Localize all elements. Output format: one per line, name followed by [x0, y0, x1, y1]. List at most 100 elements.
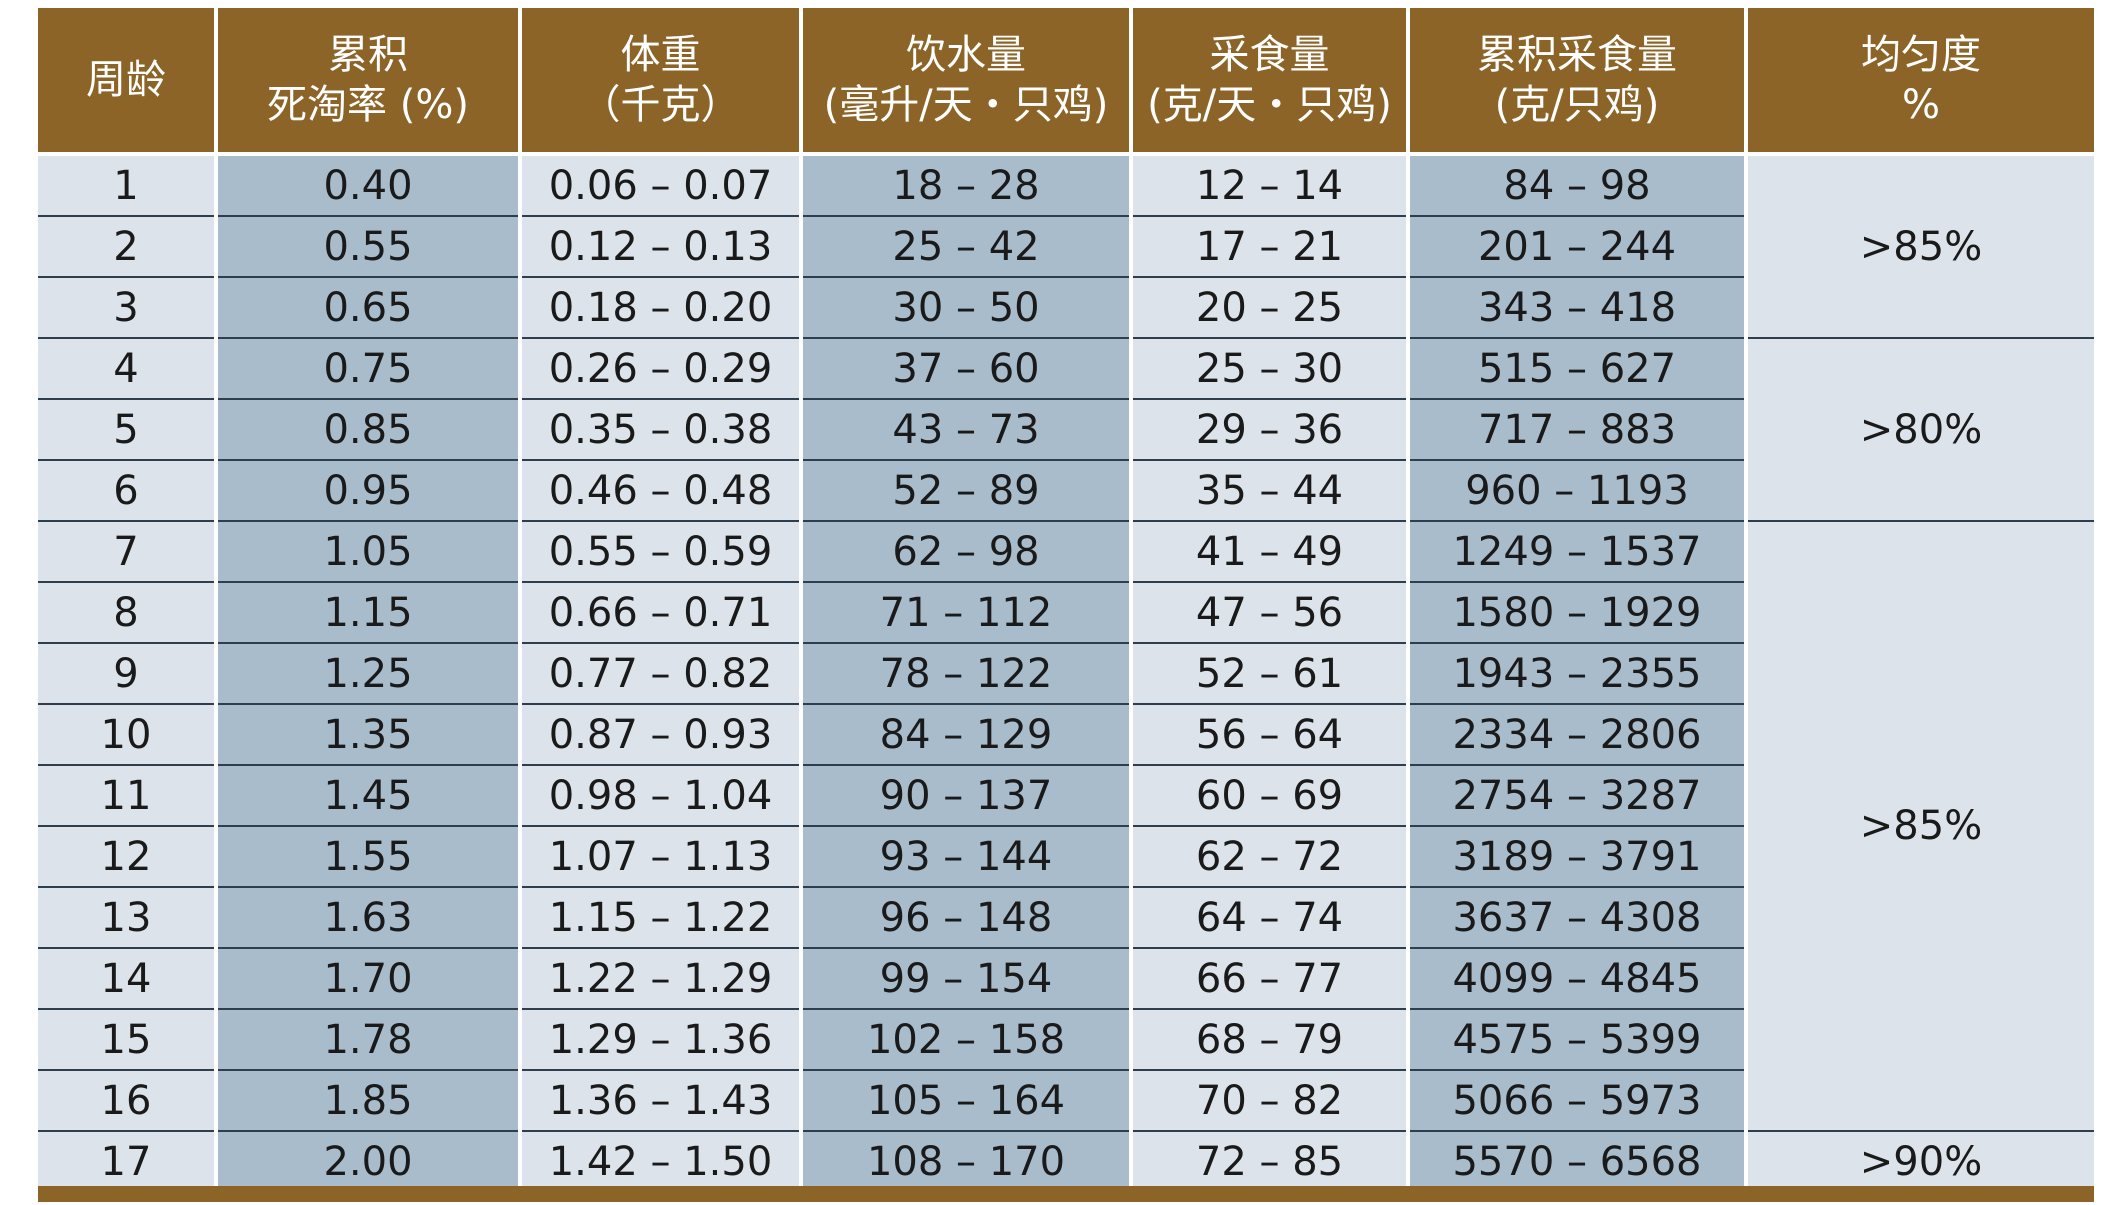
table-header-row: 周龄 累积 死淘率 (%) 体重 （千克） 饮水量 (毫升/天・只鸡) 采食量 (克/天…	[38, 8, 2094, 156]
feed-cell: 25 – 30	[1129, 337, 1410, 399]
table-row: 17 2.00 1.42 – 1.50 108 – 170 72 – 85 5570 – …	[38, 1130, 2094, 1191]
table-row: 16 1.85 1.36 – 1.43 105 – 164 70 – 82 5066 – …	[38, 1069, 2094, 1131]
weight-cell: 0.46 – 0.48	[518, 459, 803, 521]
feed-cell: 70 – 82	[1129, 1069, 1410, 1131]
feed-cell: 72 – 85	[1129, 1130, 1410, 1191]
feed-cell: 66 – 77	[1129, 947, 1410, 1009]
weight-cell: 0.06 – 0.07	[518, 154, 803, 216]
table-row: 8 1.15 0.66 – 0.71 71 – 112 47 – 56 1580 – 19…	[38, 581, 2094, 643]
mortality-cell: 1.05	[214, 520, 522, 582]
table-row: 7 1.05 0.55 – 0.59 62 – 98 41 – 49 1249 – 153…	[38, 520, 2094, 1131]
uniformity-cell: >80%	[1744, 337, 2094, 521]
week-cell: 1	[38, 154, 218, 216]
cumulative-feed-cell: 515 – 627	[1406, 337, 1748, 399]
mortality-cell: 1.45	[214, 764, 522, 826]
table-row: 5 0.85 0.35 – 0.38 43 – 73 29 – 36 717 – 883	[38, 398, 2094, 460]
week-cell: 6	[38, 459, 218, 521]
cumulative-feed-cell: 717 – 883	[1406, 398, 1746, 460]
cumulative-feed-cell: 2754 – 3287	[1406, 764, 1746, 826]
week-cell: 15	[38, 1008, 218, 1070]
header-water: 饮水量 (毫升/天・只鸡)	[799, 8, 1133, 156]
cumulative-feed-cell: 84 – 98	[1406, 154, 1748, 216]
water-cell: 43 – 73	[799, 398, 1133, 460]
water-cell: 84 – 129	[799, 703, 1133, 765]
cumulative-feed-cell: 1249 – 1537	[1406, 520, 1748, 582]
header-cumulative-feed: 累积采食量 (克/只鸡)	[1406, 8, 1748, 156]
cumulative-feed-cell: 201 – 244	[1406, 215, 1746, 277]
water-cell: 108 – 170	[799, 1130, 1133, 1191]
week-cell: 9	[38, 642, 218, 704]
weight-cell: 0.66 – 0.71	[518, 581, 803, 643]
feed-cell: 52 – 61	[1129, 642, 1410, 704]
cumulative-feed-cell: 4575 – 5399	[1406, 1008, 1746, 1070]
week-cell: 2	[38, 215, 218, 277]
week-cell: 10	[38, 703, 218, 765]
table-row: 3 0.65 0.18 – 0.20 30 – 50 20 – 25 343 – 418	[38, 276, 2094, 338]
weight-cell: 0.26 – 0.29	[518, 337, 803, 399]
weight-cell: 1.29 – 1.36	[518, 1008, 803, 1070]
water-cell: 52 – 89	[799, 459, 1133, 521]
table-row: 9 1.25 0.77 – 0.82 78 – 122 52 – 61 1943 – 23…	[38, 642, 2094, 704]
week-cell: 14	[38, 947, 218, 1009]
mortality-cell: 1.70	[214, 947, 522, 1009]
weight-cell: 1.42 – 1.50	[518, 1130, 803, 1191]
uniformity-cell: >90%	[1744, 1130, 2094, 1191]
cumulative-feed-cell: 960 – 1193	[1406, 459, 1746, 521]
water-cell: 30 – 50	[799, 276, 1133, 338]
weight-cell: 1.36 – 1.43	[518, 1069, 803, 1131]
mortality-cell: 1.78	[214, 1008, 522, 1070]
weight-cell: 0.55 – 0.59	[518, 520, 803, 582]
header-mortality: 累积 死淘率 (%)	[214, 8, 522, 156]
mortality-cell: 1.55	[214, 825, 522, 887]
mortality-cell: 1.85	[214, 1069, 522, 1131]
mortality-cell: 1.15	[214, 581, 522, 643]
water-cell: 37 – 60	[799, 337, 1133, 399]
header-feed: 采食量 (克/天・只鸡)	[1129, 8, 1410, 156]
weight-cell: 0.18 – 0.20	[518, 276, 803, 338]
week-cell: 17	[38, 1130, 218, 1191]
water-cell: 71 – 112	[799, 581, 1133, 643]
table-row: 10 1.35 0.87 – 0.93 84 – 129 56 – 64 2334 – 2…	[38, 703, 2094, 765]
feed-cell: 56 – 64	[1129, 703, 1410, 765]
feed-cell: 62 – 72	[1129, 825, 1410, 887]
water-cell: 62 – 98	[799, 520, 1133, 582]
table-row: 14 1.70 1.22 – 1.29 99 – 154 66 – 77 4099 – 4…	[38, 947, 2094, 1009]
uniformity-cell: >85%	[1744, 520, 2094, 1131]
cumulative-feed-cell: 343 – 418	[1406, 276, 1746, 338]
mortality-cell: 0.40	[214, 154, 522, 216]
mortality-cell: 0.95	[214, 459, 522, 521]
table-row: 15 1.78 1.29 – 1.36 102 – 158 68 – 79 4575 – …	[38, 1008, 2094, 1070]
water-cell: 96 – 148	[799, 886, 1133, 948]
week-cell: 3	[38, 276, 218, 338]
feed-cell: 35 – 44	[1129, 459, 1410, 521]
week-cell: 11	[38, 764, 218, 826]
feed-cell: 41 – 49	[1129, 520, 1410, 582]
weight-cell: 0.87 – 0.93	[518, 703, 803, 765]
weight-cell: 0.12 – 0.13	[518, 215, 803, 277]
header-uniformity: 均匀度%	[1744, 8, 2094, 156]
table-row: 6 0.95 0.46 – 0.48 52 – 89 35 – 44 960 – 1193	[38, 459, 2094, 521]
week-cell: 12	[38, 825, 218, 887]
water-cell: 18 – 28	[799, 154, 1133, 216]
uniformity-cell: >85%	[1744, 154, 2094, 338]
mortality-cell: 1.63	[214, 886, 522, 948]
weight-cell: 0.98 – 1.04	[518, 764, 803, 826]
table-row: 4 0.75 0.26 – 0.29 37 – 60 25 – 30 515 – 627 >…	[38, 337, 2094, 521]
weight-cell: 1.15 – 1.22	[518, 886, 803, 948]
water-cell: 99 – 154	[799, 947, 1133, 1009]
table-row: 12 1.55 1.07 – 1.13 93 – 144 62 – 72 3189 – 3…	[38, 825, 2094, 887]
feed-cell: 20 – 25	[1129, 276, 1410, 338]
weight-cell: 0.35 – 0.38	[518, 398, 803, 460]
cumulative-feed-cell: 4099 – 4845	[1406, 947, 1746, 1009]
table-row: 1 0.40 0.06 – 0.07 18 – 28 12 – 14 84 – 98 >85…	[38, 154, 2094, 338]
weight-cell: 1.22 – 1.29	[518, 947, 803, 1009]
week-cell: 5	[38, 398, 218, 460]
growth-table: 周龄 累积 死淘率 (%) 体重 （千克） 饮水量 (毫升/天・只鸡) 采食量 (克/天…	[38, 8, 2094, 1191]
mortality-cell: 1.25	[214, 642, 522, 704]
table-body: 1 0.40 0.06 – 0.07 18 – 28 12 – 14 84 – 98 >85…	[38, 154, 2094, 1191]
week-cell: 8	[38, 581, 218, 643]
water-cell: 90 – 137	[799, 764, 1133, 826]
weight-cell: 1.07 – 1.13	[518, 825, 803, 887]
feed-cell: 29 – 36	[1129, 398, 1410, 460]
table-row: 13 1.63 1.15 – 1.22 96 – 148 64 – 74 3637 – 4…	[38, 886, 2094, 948]
